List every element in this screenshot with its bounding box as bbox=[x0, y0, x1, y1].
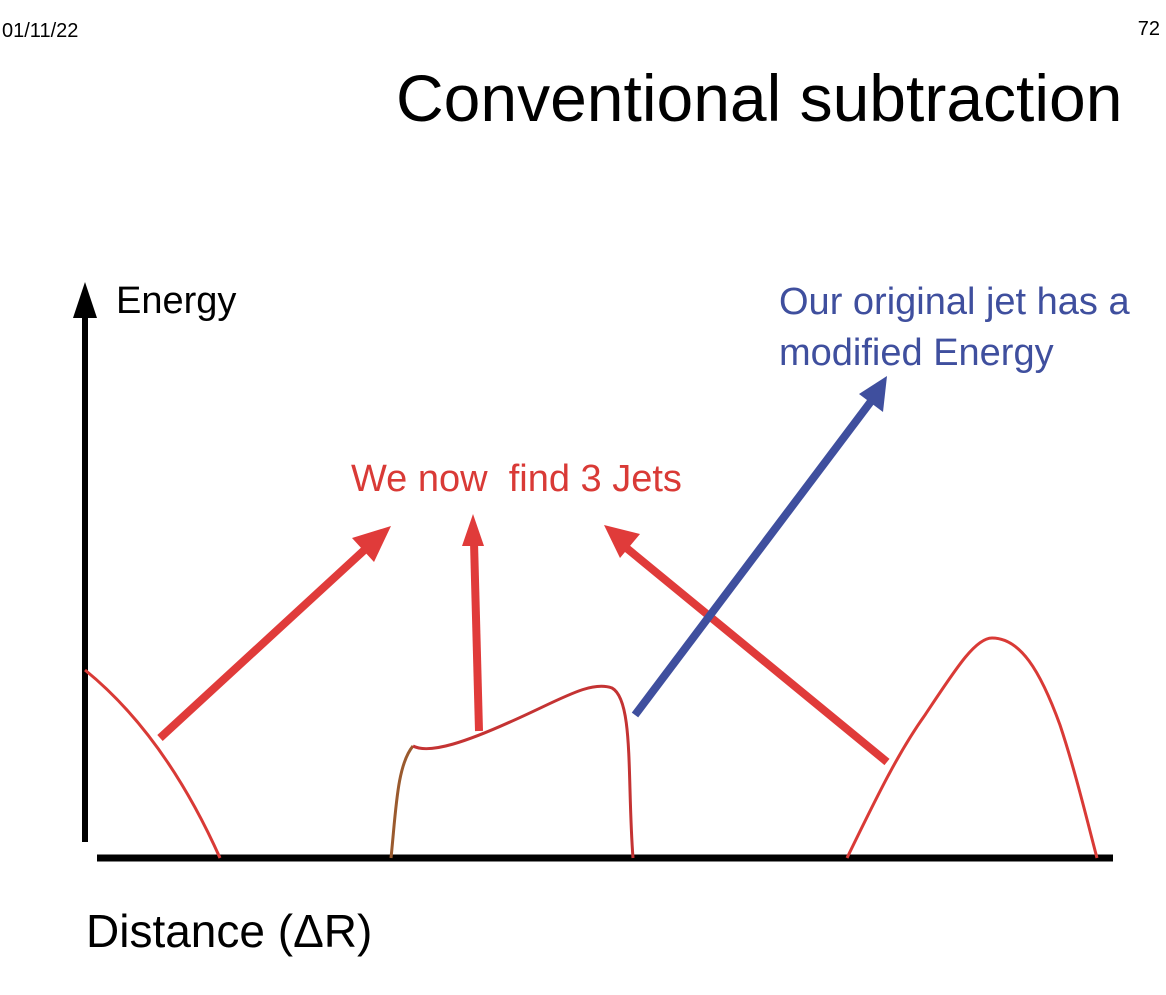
middle-jet-arrow-shaft bbox=[470, 541, 483, 732]
three-jets-annotation: We now find 3 Jets bbox=[351, 458, 682, 500]
y-axis-label: Energy bbox=[116, 280, 237, 322]
modified-energy-annotation-line2: modified Energy bbox=[779, 332, 1054, 374]
left-jet-curve bbox=[84, 668, 222, 859]
y-axis-arrowhead bbox=[73, 282, 97, 318]
slide-date: 01/11/22 bbox=[2, 20, 79, 42]
modified-energy-arrow-shaft bbox=[631, 397, 876, 718]
middle-jet-arrowhead bbox=[462, 514, 484, 546]
slide-title: Conventional subtraction bbox=[396, 61, 1123, 135]
middle-jet-side bbox=[389, 745, 415, 859]
right-jet-curve bbox=[845, 636, 1099, 859]
slide-page-number: 72 bbox=[1137, 18, 1160, 40]
right-jet-arrow-shaft bbox=[621, 542, 890, 766]
modified-energy-arrowhead bbox=[859, 376, 887, 412]
left-jet-arrowhead bbox=[352, 526, 391, 562]
modified-energy-annotation-line1: Our original jet has a bbox=[779, 281, 1130, 323]
modified-energy-annotation: Our original jet has a modified Energy bbox=[779, 277, 1130, 379]
left-jet-arrow-shaft bbox=[157, 540, 375, 741]
middle-jet-curve bbox=[412, 684, 635, 859]
right-jet-arrowhead bbox=[604, 525, 640, 558]
x-axis-label: Distance (ΔR) bbox=[86, 905, 373, 957]
